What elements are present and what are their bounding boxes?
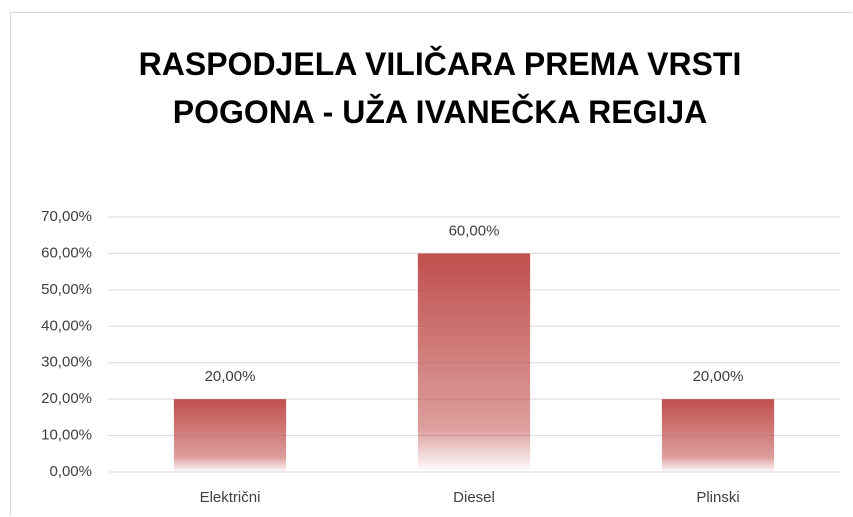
- y-tick-label: 0,00%: [49, 463, 92, 480]
- bar: [661, 399, 775, 472]
- chart-frame: [10, 12, 852, 516]
- x-tick-label: Diesel: [453, 489, 495, 506]
- data-label: 20,00%: [693, 368, 744, 385]
- y-tick-label: 70,00%: [41, 208, 92, 225]
- y-tick-label: 30,00%: [41, 354, 92, 371]
- bar: [173, 399, 287, 472]
- data-label: 20,00%: [205, 368, 256, 385]
- data-label: 60,00%: [449, 222, 500, 239]
- y-tick-label: 50,00%: [41, 281, 92, 298]
- y-tick-label: 40,00%: [41, 317, 92, 334]
- chart-title: RASPODJELA VILIČARA PREMA VRSTI POGONA -…: [138, 46, 742, 130]
- bar: [417, 253, 531, 472]
- y-tick-label: 20,00%: [41, 390, 92, 407]
- x-tick-label: Električni: [200, 489, 261, 506]
- y-tick-label: 60,00%: [41, 244, 92, 261]
- x-tick-label: Plinski: [696, 489, 739, 506]
- y-tick-label: 10,00%: [41, 427, 92, 444]
